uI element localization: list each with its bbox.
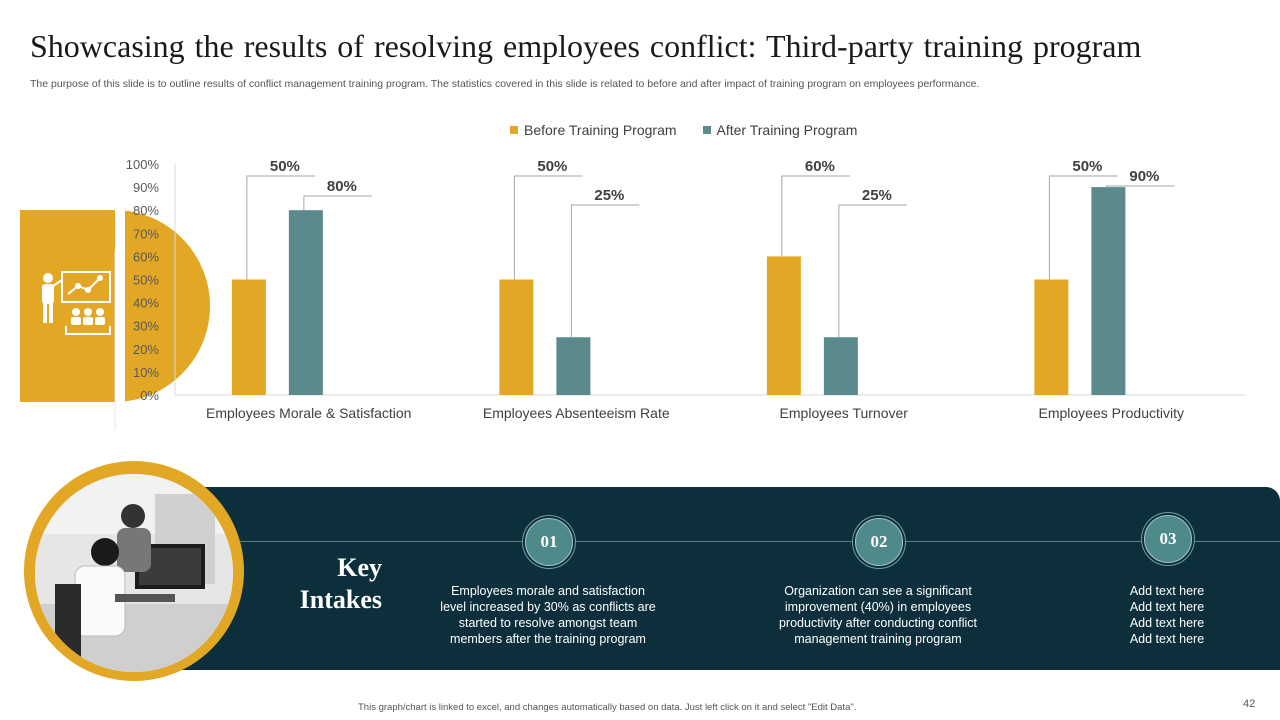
key-intakes-line2: Intakes — [299, 585, 382, 614]
y-tick-label: 20% — [133, 342, 159, 357]
bar-before — [766, 256, 801, 395]
y-tick-label: 100% — [126, 157, 160, 172]
point-text-03: Add text here Add text here Add text her… — [1129, 584, 1205, 646]
data-label: 90% — [1129, 168, 1159, 185]
data-label-leader — [570, 204, 640, 338]
data-label: 25% — [594, 187, 624, 204]
office-photo-image — [35, 474, 233, 672]
footer-note: This graph/chart is linked to excel, and… — [358, 702, 857, 713]
y-tick-label: 40% — [133, 296, 159, 311]
data-label-leader — [303, 195, 372, 211]
bar-after — [1091, 187, 1126, 395]
x-category-label: Employees Absenteeism Rate — [483, 405, 670, 421]
point-badge-01: 01 — [525, 518, 573, 566]
bar-before — [1034, 279, 1069, 395]
bar-before — [499, 279, 534, 395]
data-label: 50% — [1072, 158, 1102, 175]
data-label-leader — [246, 175, 315, 280]
y-tick-label: 70% — [133, 226, 159, 241]
page-title: Showcasing the results of resolving empl… — [30, 28, 1142, 64]
x-category-label: Employees Turnover — [780, 405, 909, 421]
page-number: 42 — [1243, 698, 1256, 710]
point-badge-02: 02 — [855, 518, 903, 566]
panel-divider-line — [236, 541, 1280, 542]
key-intakes-heading: Key Intakes — [270, 552, 382, 616]
data-label-leader — [838, 204, 907, 338]
page-subtitle: The purpose of this slide is to outline … — [30, 78, 980, 90]
x-category-label: Employees Productivity — [1038, 405, 1184, 421]
bar-after — [556, 337, 591, 395]
legend-swatch-before — [510, 126, 518, 134]
y-tick-label: 60% — [133, 249, 159, 264]
point-text-02: Organization can see a significant impro… — [778, 584, 978, 646]
data-label-leader — [513, 175, 583, 280]
bar-before — [231, 279, 266, 395]
data-label: 25% — [862, 187, 892, 204]
y-tick-label: 10% — [133, 365, 159, 380]
key-intakes-panel — [175, 487, 1280, 670]
legend-label-before: Before Training Program — [524, 122, 677, 138]
key-intakes-line1: Key — [337, 553, 382, 582]
data-label: 50% — [537, 158, 567, 175]
x-category-label: Employees Morale & Satisfaction — [206, 405, 411, 421]
chart-legend: Before Training Program After Training P… — [510, 122, 857, 138]
bar-after — [288, 210, 323, 395]
bar-chart: 0% 10% 20% 30% 40% 50% 60% 70% 80% 90% 100% Employe… — [114, 157, 1245, 430]
data-label-leader — [1105, 185, 1175, 188]
bar-after — [823, 337, 858, 395]
point-text-01: Employees morale and satisfaction level … — [440, 584, 656, 646]
team-photo — [35, 474, 233, 672]
data-label-leader — [781, 175, 850, 257]
y-tick-label: 80% — [133, 203, 159, 218]
legend-item-before: Before Training Program — [510, 122, 677, 138]
point-badge-03: 03 — [1144, 515, 1192, 563]
y-tick-label: 0% — [140, 388, 159, 403]
legend-label-after: After Training Program — [716, 122, 858, 138]
trainer-presentation-icon — [42, 271, 111, 335]
data-label: 80% — [327, 178, 357, 195]
data-label: 60% — [805, 158, 835, 175]
legend-swatch-after — [702, 126, 711, 134]
y-tick-label: 90% — [133, 180, 159, 195]
y-tick-label: 50% — [133, 273, 159, 288]
data-label: 50% — [270, 158, 300, 175]
y-tick-label: 30% — [133, 319, 159, 334]
data-label-leader — [1048, 175, 1118, 280]
legend-item-after: After Training Program — [702, 122, 858, 138]
